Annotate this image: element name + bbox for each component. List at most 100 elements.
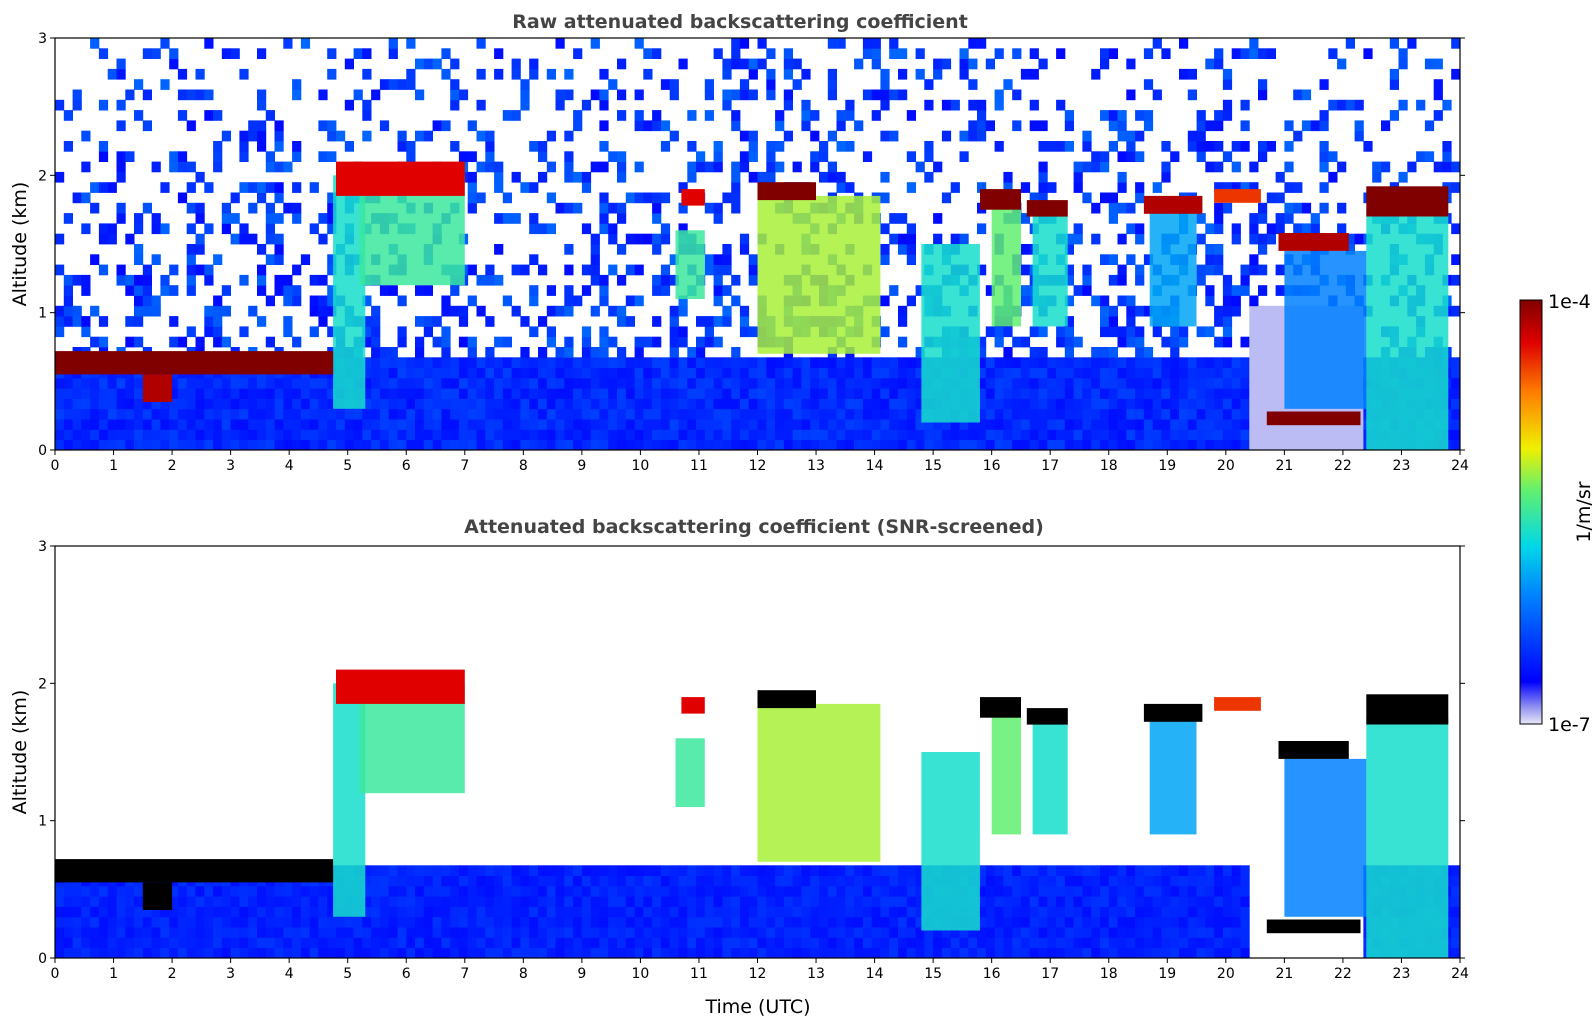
raw-background-cell: [827, 89, 837, 101]
raw-background-cell: [827, 79, 837, 90]
raw-background-cell: [388, 419, 398, 430]
raw-background-cell: [573, 202, 583, 214]
raw-background-cell: [678, 357, 688, 368]
raw-background-cell: [1126, 89, 1136, 101]
raw-background-cell: [775, 388, 785, 399]
screened-background-cell: [660, 927, 671, 938]
screened-background-cell: [669, 947, 679, 959]
raw-background-cell: [274, 254, 284, 265]
raw-background-cell: [1258, 151, 1268, 162]
screened-background-cell: [1135, 906, 1145, 918]
raw-background-cell: [643, 48, 653, 59]
raw-background-cell: [309, 305, 319, 317]
raw-background-cell: [731, 58, 741, 70]
raw-background-cell: [406, 79, 416, 90]
screened-background-cell: [845, 875, 855, 887]
raw-background-cell: [898, 439, 908, 451]
raw-background-cell: [1056, 326, 1066, 338]
screened-background-cell: [608, 875, 618, 887]
screened-background-cell: [1170, 896, 1180, 907]
raw-background-cell: [397, 419, 407, 430]
screened-background-cell: [467, 865, 477, 876]
raw-background-cell: [1020, 419, 1031, 430]
screened-background-cell: [1082, 947, 1092, 959]
screened-background-cell: [1012, 906, 1022, 918]
screened-background-cell: [221, 937, 231, 949]
raw-background-cell: [696, 408, 706, 420]
screened-background-cell: [775, 896, 785, 907]
screened-background-cell: [854, 865, 864, 876]
screened-background-cell: [678, 927, 688, 938]
screened-background-cell: [283, 896, 293, 907]
raw-background-cell: [590, 305, 600, 317]
raw-background-cell: [90, 388, 100, 399]
raw-background-cell: [1056, 141, 1066, 152]
raw-background-cell: [423, 398, 433, 410]
raw-background-cell: [529, 377, 539, 389]
raw-background-cell: [221, 130, 231, 142]
screened-background-cell: [1214, 916, 1224, 928]
raw-background-cell: [1249, 419, 1259, 430]
raw-background-cell: [239, 398, 249, 410]
raw-background-cell: [441, 305, 451, 317]
raw-background-cell: [1266, 192, 1276, 204]
raw-background-cell: [1100, 161, 1110, 173]
screened-background-cell: [880, 947, 890, 959]
raw-background-cell: [1117, 429, 1127, 441]
raw-cloud-layer-3: [681, 189, 705, 206]
raw-background-cell: [713, 48, 723, 59]
raw-background-cell: [819, 357, 829, 368]
panel-screened-ylabel: Altitude (km): [9, 690, 31, 815]
raw-background-cell: [775, 110, 785, 121]
raw-background-cell: [1240, 419, 1250, 430]
raw-background-cell: [1117, 120, 1127, 132]
raw-background-cell: [757, 357, 767, 368]
screened-background-cell: [239, 937, 249, 949]
raw-background-cell: [1205, 326, 1215, 338]
raw-background-cell: [933, 439, 943, 451]
raw-background-cell: [336, 429, 346, 441]
raw-background-cell: [748, 264, 758, 276]
raw-background-cell: [186, 439, 196, 451]
raw-background-cell: [1143, 79, 1154, 90]
raw-background-cell: [1126, 419, 1136, 430]
raw-background-cell: [898, 408, 908, 420]
screened-background-cell: [98, 916, 109, 928]
raw-background-cell: [1161, 439, 1171, 451]
raw-background-cell: [880, 367, 890, 379]
raw-background-cell: [450, 99, 460, 111]
panel-screened: Attenuated backscattering coefficient (S…: [9, 516, 1469, 1018]
screened-background-cell: [836, 947, 846, 959]
raw-background-cell: [432, 429, 442, 441]
screened-background-cell: [906, 937, 916, 949]
raw-background-cell: [898, 398, 908, 410]
screened-background-cell: [195, 947, 205, 959]
raw-background-cell: [625, 192, 635, 204]
raw-background-cell: [1038, 357, 1048, 368]
raw-background-cell: [1003, 408, 1013, 420]
raw-background-cell: [292, 264, 302, 276]
raw-background-cell: [933, 161, 943, 173]
raw-background-cell: [836, 38, 846, 49]
screened-background-cell: [950, 947, 960, 959]
raw-background-cell: [388, 398, 398, 410]
screened-xtick-label: 21: [1275, 966, 1293, 982]
screened-background-cell: [783, 937, 793, 949]
screened-background-cell: [898, 885, 908, 897]
raw-background-cell: [257, 48, 267, 59]
raw-background-cell: [142, 429, 152, 441]
screened-background-cell: [353, 947, 363, 959]
raw-background-cell: [590, 388, 600, 399]
raw-background-cell: [327, 120, 337, 132]
raw-background-cell: [1319, 182, 1329, 193]
raw-background-cell: [423, 58, 433, 70]
raw-background-cell: [915, 419, 925, 430]
raw-background-cell: [397, 357, 407, 368]
raw-background-cell: [406, 429, 416, 441]
raw-background-cell: [546, 223, 556, 235]
screened-cloud-layer-1: [142, 882, 173, 910]
raw-background-cell: [731, 439, 741, 451]
raw-background-cell: [1012, 120, 1022, 132]
screened-background-cell: [388, 916, 398, 928]
raw-background-cell: [546, 388, 556, 399]
